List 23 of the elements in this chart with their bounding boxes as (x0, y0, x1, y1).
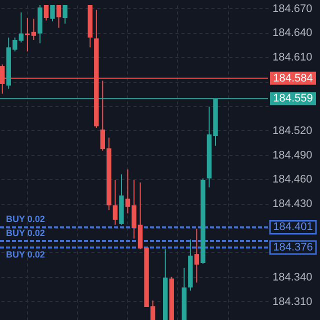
y-tick-label: 184.340 (272, 271, 312, 284)
candlestick (50, 4, 55, 22)
y-tick-label: 184.460 (272, 174, 312, 186)
ref-line-label: 184.376 (273, 242, 313, 254)
candlestick (56, 4, 62, 28)
annotation: BUY 0.02 (6, 250, 45, 260)
annotation: BUY 0.02 (6, 214, 45, 224)
y-tick-label: 184.430 (272, 198, 312, 210)
y-tick-label: 184.670 (272, 2, 312, 15)
candlestick (62, 4, 68, 24)
y-tick-label: 184.640 (272, 27, 312, 40)
y-tick-label: 184.520 (272, 124, 312, 137)
annotation: BUY 0.02 (6, 228, 45, 238)
candlestick (18, 12, 24, 43)
y-tick-label: 184.610 (272, 52, 312, 64)
y-tick-label: 184.310 (272, 296, 312, 308)
ref-line-label: 184.401 (273, 221, 313, 234)
candlestick (194, 228, 200, 284)
candlestick (112, 180, 118, 226)
candlestick (44, 4, 49, 21)
y-tick-label: 184.490 (272, 149, 312, 162)
ref-line-label: 184.584 (273, 72, 313, 84)
ref-line-label: 184.559 (273, 92, 313, 105)
